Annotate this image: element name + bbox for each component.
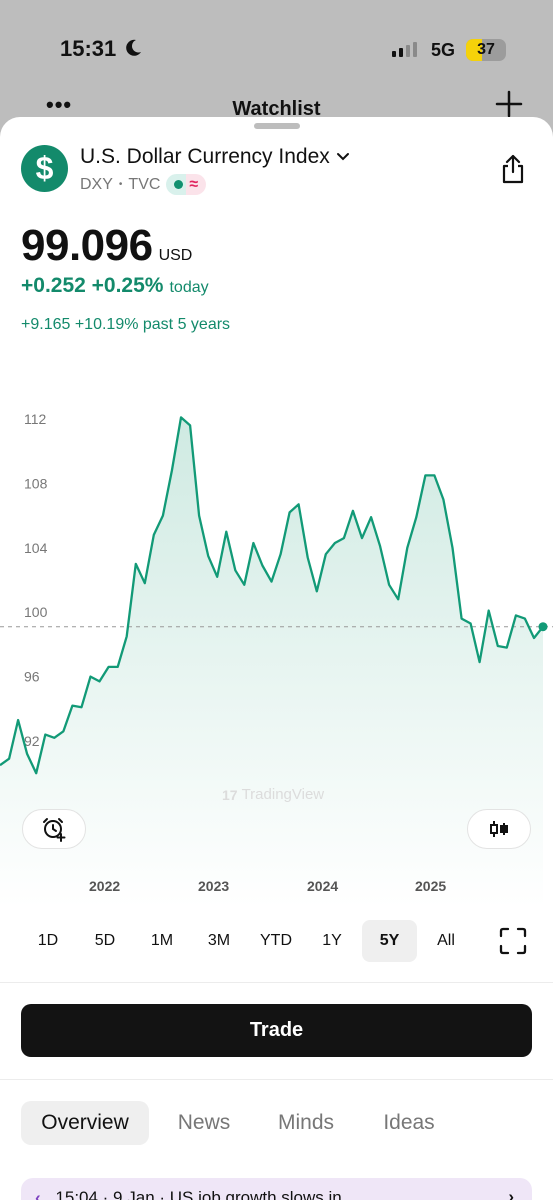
range-1d[interactable]: 1D <box>37 932 59 949</box>
tab-news[interactable]: News <box>177 1111 231 1134</box>
share-icon[interactable] <box>500 153 526 185</box>
x-tick-label: 2022 <box>89 878 121 894</box>
divider <box>0 1079 553 1080</box>
background-title: Watchlist <box>232 98 321 120</box>
change-5y: +9.165 +10.19% past 5 years <box>21 316 231 333</box>
news-headline-text: 15:04 · 9 Jan · US job growth slows in <box>55 1188 342 1200</box>
meta-separator: • <box>118 179 123 190</box>
plus-icon[interactable] <box>495 90 523 118</box>
delayed-data-icon: ≈ <box>189 175 199 193</box>
moon-icon <box>126 39 141 56</box>
price-area-fill <box>0 417 543 907</box>
x-tick-label: 2024 <box>307 878 339 894</box>
symbol-exchange: TVC <box>128 175 161 193</box>
change-today-label: today <box>169 279 209 296</box>
add-alert-button[interactable] <box>22 809 86 849</box>
y-tick-label: 108 <box>24 475 48 491</box>
change-today-value: +0.252 +0.25% <box>21 274 164 297</box>
news-headline-banner[interactable]: ‹ 15:04 · 9 Jan · US job growth slows in… <box>21 1178 532 1200</box>
tab-overview[interactable]: Overview <box>21 1101 149 1145</box>
symbol-meta: DXY • TVC ≈ <box>80 174 207 195</box>
battery-icon: 37 <box>466 39 506 61</box>
alarm-clock-plus-icon <box>43 818 66 842</box>
change-today: +0.252 +0.25% today <box>21 274 209 298</box>
section-tabs: Overview News Minds Ideas <box>21 1101 541 1145</box>
y-tick-label: 104 <box>24 540 48 556</box>
symbol-ticker: DXY <box>80 175 113 193</box>
price-currency: USD <box>158 247 193 264</box>
range-5d[interactable]: 5D <box>94 932 116 949</box>
range-selector: 1D 5D 1M 3M YTD 1Y 5Y All <box>0 917 553 963</box>
price-display: 99.096 USD <box>21 221 192 271</box>
tradingview-watermark: 17 TradingView <box>222 786 324 803</box>
range-all[interactable]: All <box>437 932 455 949</box>
y-tick-label: 92 <box>24 733 40 749</box>
range-5y[interactable]: 5Y <box>362 920 417 962</box>
range-3m[interactable]: 3M <box>207 932 231 949</box>
y-tick-label: 96 <box>24 669 40 685</box>
last-price-point <box>538 622 548 632</box>
y-tick-label: 100 <box>24 604 48 620</box>
status-bar: 15:31 5G 37 <box>0 0 553 100</box>
sheet-grabber[interactable] <box>254 123 300 129</box>
network-label: 5G <box>431 40 456 60</box>
watermark-text: TradingView <box>241 786 325 803</box>
range-1y[interactable]: 1Y <box>322 932 342 949</box>
symbol-name-selector[interactable]: U.S. Dollar Currency Index <box>80 145 350 169</box>
chevron-down-icon <box>336 153 349 161</box>
market-open-icon <box>174 180 184 189</box>
y-tick-label: 112 <box>24 411 47 427</box>
price-line <box>0 416 544 775</box>
x-tick-label: 2025 <box>415 878 447 894</box>
background-navbar: ••• Watchlist <box>0 90 553 126</box>
last-price: 99.096 <box>21 221 153 270</box>
fullscreen-icon[interactable] <box>499 927 527 955</box>
range-1m[interactable]: 1M <box>150 932 174 949</box>
chart-type-button[interactable] <box>467 809 531 849</box>
symbol-sheet: $ U.S. Dollar Currency Index DXY • TVC ≈… <box>0 117 553 1200</box>
status-time: 15:31 <box>60 36 117 61</box>
symbol-name: U.S. Dollar Currency Index <box>80 145 330 168</box>
price-chart[interactable]: 112 108 104 100 96 92 <box>0 387 553 907</box>
trade-button[interactable]: Trade <box>21 1004 532 1057</box>
tradingview-logo-icon: 17 <box>222 786 238 803</box>
tab-minds[interactable]: Minds <box>277 1111 335 1134</box>
more-icon[interactable]: ••• <box>46 92 73 117</box>
divider <box>0 982 553 983</box>
chevron-left-icon: ‹ <box>35 1188 41 1200</box>
chevron-right-icon: › <box>508 1187 514 1200</box>
symbol-logo: $ <box>21 145 68 192</box>
candlestick-icon <box>490 821 508 837</box>
market-status-pill[interactable]: ≈ <box>166 174 207 195</box>
range-ytd[interactable]: YTD <box>260 932 292 949</box>
x-tick-label: 2023 <box>198 878 230 894</box>
cellular-signal-icon <box>392 41 417 57</box>
tab-ideas[interactable]: Ideas <box>383 1111 435 1134</box>
battery-level: 37 <box>477 41 495 58</box>
